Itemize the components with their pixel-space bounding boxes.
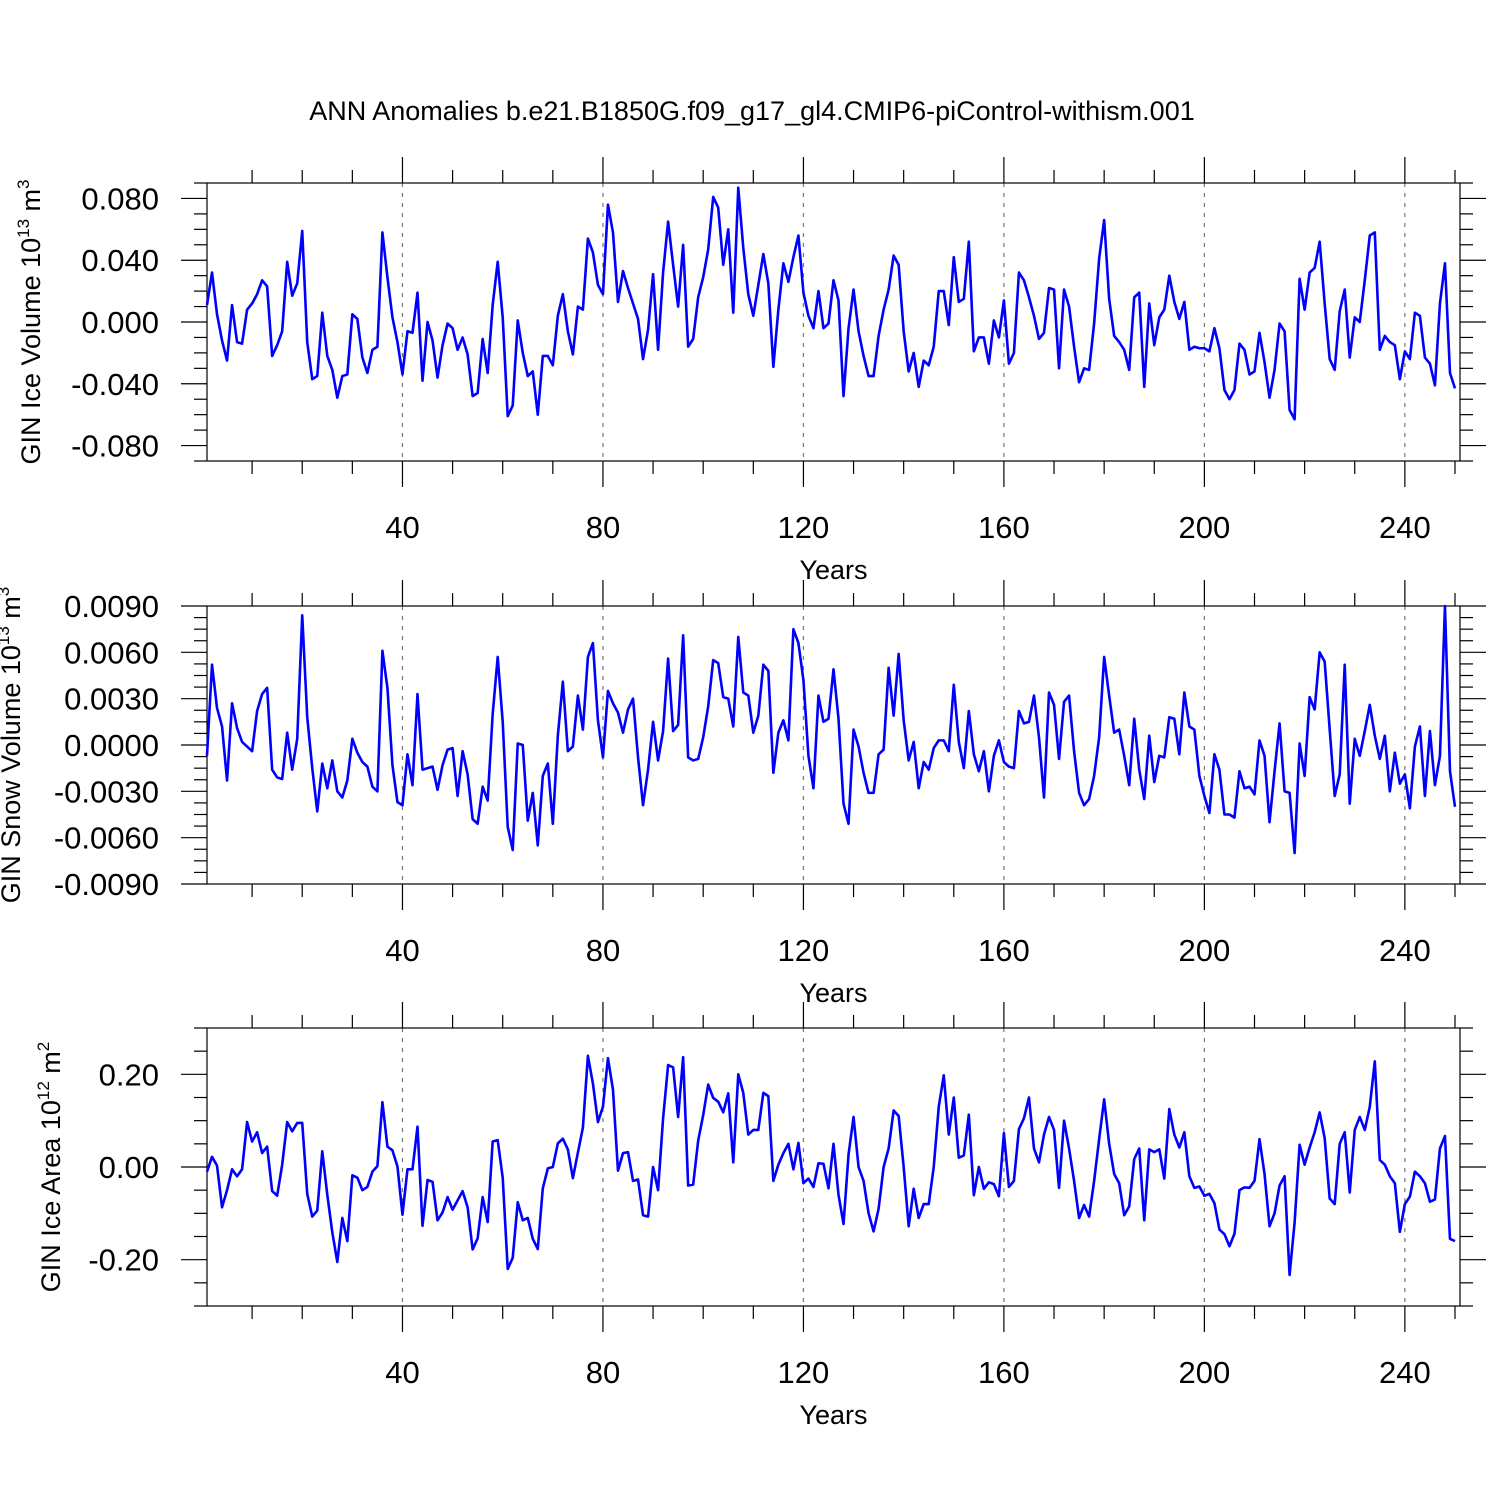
y-tick-label: -0.0090 [54,867,159,902]
x-tick-label: 120 [778,510,830,545]
x-tick-label: 120 [778,1355,830,1390]
y-tick-label: -0.0060 [54,821,159,856]
y-axis-label: GIN Snow Volume 1013 m3 [0,587,26,904]
y-tick-label: 0.00 [99,1150,159,1185]
ice-area-panel: 40 80 120 160 200 240 -0.20 0.00 0.20 Years GIN Ic… [34,1002,1486,1430]
x-tick-label: 80 [586,510,620,545]
y-tick-label: 0.0060 [64,635,159,670]
y-tick-label: 0.000 [81,305,159,340]
snow-volume-panel: 40 80 120 160 200 240 -0.0090 -0.0060 -0.0030 0.0… [0,580,1486,1008]
x-tick-label: 200 [1179,1355,1231,1390]
x-tick-label: 40 [385,510,419,545]
y-tick-label: 0.0030 [64,682,159,717]
x-tick-label: 120 [778,933,830,968]
chart-title: ANN Anomalies b.e21.B1850G.f09_g17_gl4.C… [309,96,1194,126]
x-tick-label: 80 [586,1355,620,1390]
x-tick-label: 160 [978,933,1030,968]
x-tick-label: 160 [978,1355,1030,1390]
y-tick-label: 0.0090 [64,589,159,624]
x-axis-label: Years [799,1400,867,1430]
y-axis-label: GIN Ice Volume 1013 m3 [14,179,46,464]
series-line [205,1054,1456,1277]
y-tick-label: -0.040 [71,367,159,402]
x-tick-label: 80 [586,933,620,968]
x-tick-label: 240 [1379,510,1431,545]
series-line [205,186,1457,421]
plot-frame [206,182,1461,462]
x-tick-label: 40 [385,1355,419,1390]
plot-frame [206,605,1461,885]
y-tick-label: 0.0000 [64,728,159,763]
x-axis-label: Years [799,555,867,585]
y-tick-label: 0.040 [81,243,159,278]
x-tick-label: 200 [1179,510,1231,545]
ice-volume-panel: 40 80 120 160 200 240 -0.080 -0.040 0.000 0.040 0.… [14,157,1486,585]
x-tick-label: 40 [385,933,419,968]
y-tick-label: -0.080 [71,429,159,464]
x-tick-label: 200 [1179,933,1231,968]
y-tick-label: 0.080 [81,181,159,216]
y-axis-label: GIN Ice Area 1012 m2 [34,1042,66,1293]
y-tick-label: -0.20 [88,1243,159,1278]
x-tick-label: 160 [978,510,1030,545]
y-tick-label: 0.20 [99,1057,159,1092]
plot-frame [206,1027,1461,1307]
x-axis-label: Years [799,978,867,1008]
y-tick-label: -0.0030 [54,774,159,809]
series-line [205,604,1457,855]
x-tick-label: 240 [1379,933,1431,968]
x-tick-label: 240 [1379,1355,1431,1390]
